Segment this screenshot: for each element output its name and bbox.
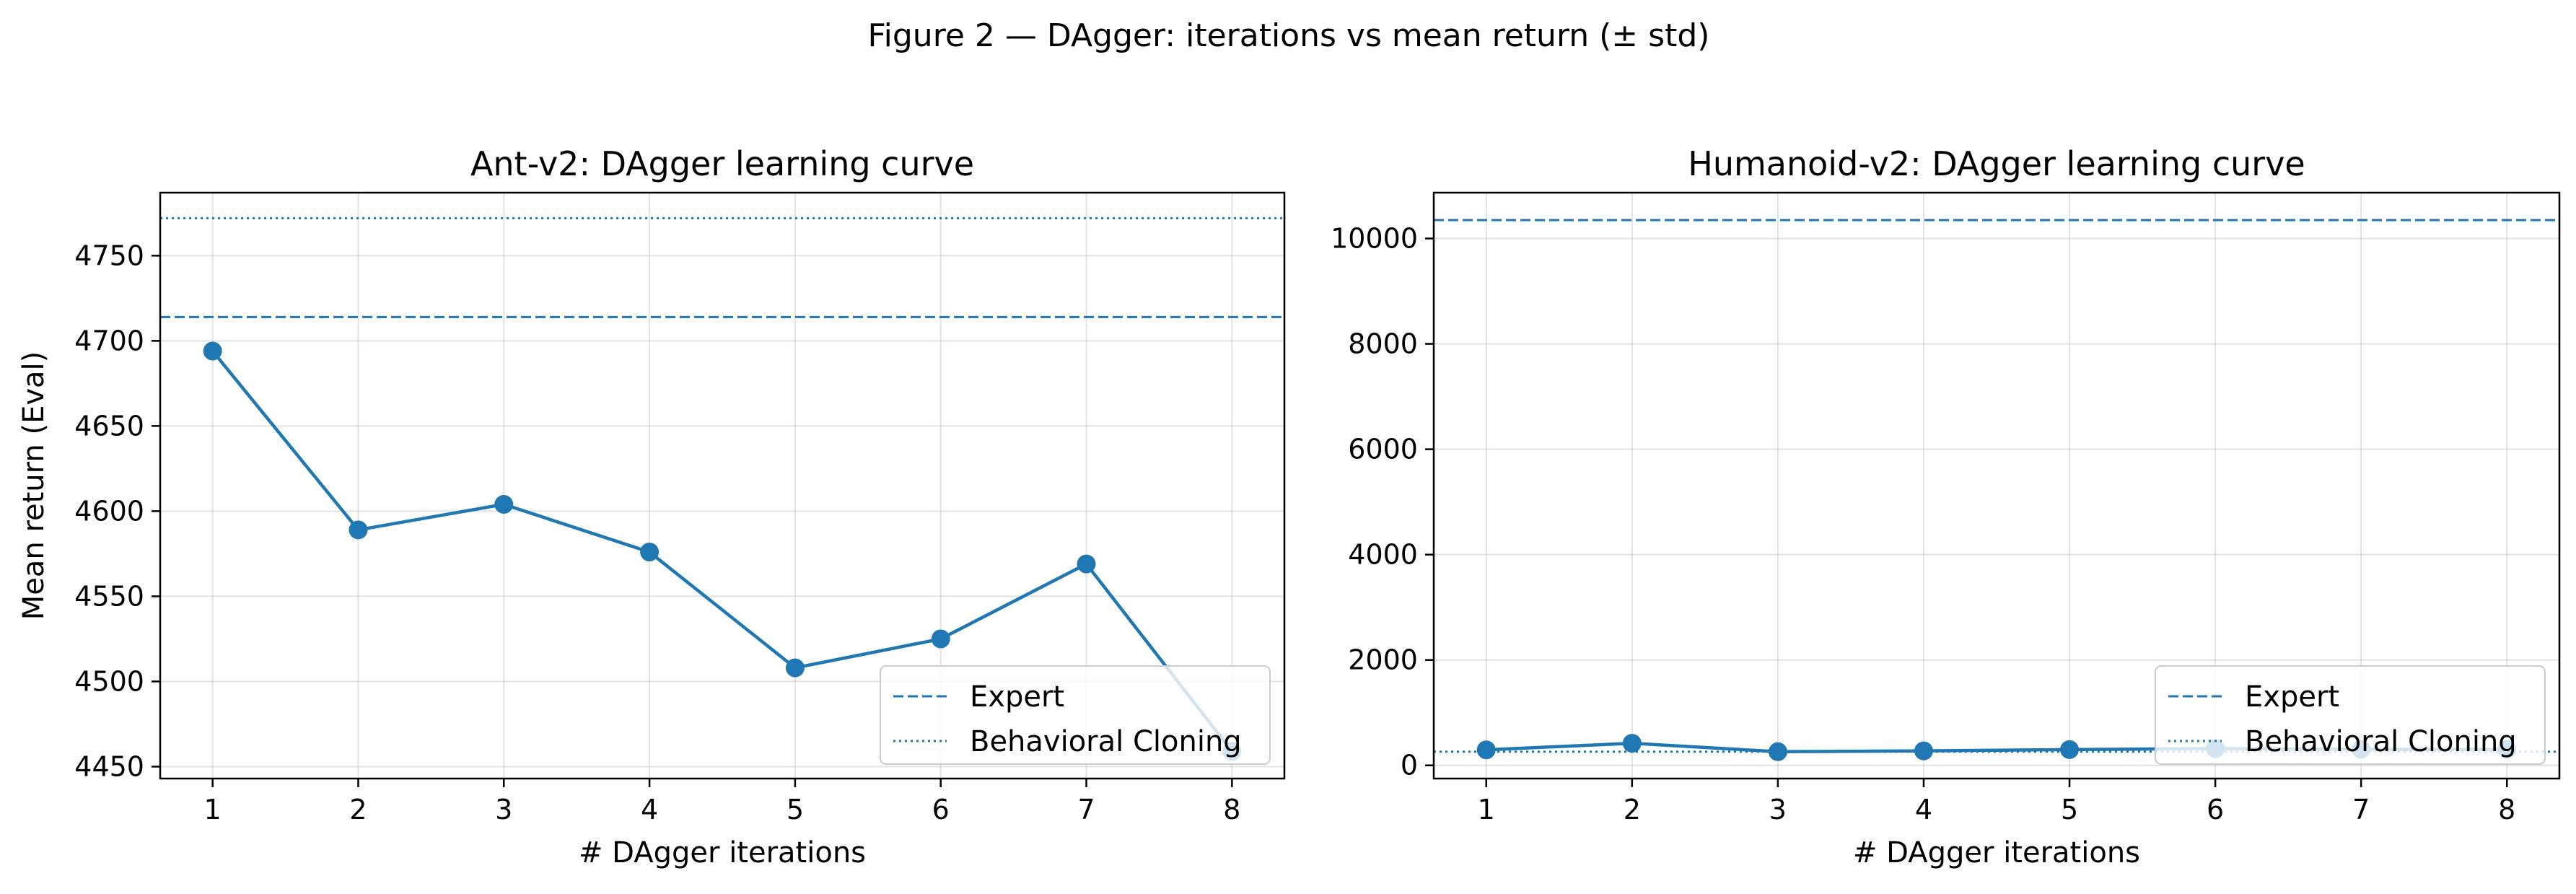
x-tick-label: 2 xyxy=(349,794,367,825)
x-tick-label: 3 xyxy=(1769,794,1787,825)
series-line xyxy=(211,350,1234,753)
legend-box xyxy=(2155,665,2546,765)
grid xyxy=(1434,193,2559,779)
x-tick-label: 8 xyxy=(1223,794,1240,825)
x-tick-label: 4 xyxy=(1915,794,1932,825)
x-axis-label: # DAgger iterations xyxy=(579,836,866,869)
data-point xyxy=(2060,740,2080,759)
panel-title: Ant-v2: DAgger learning curve xyxy=(470,144,974,183)
y-tick-label: 4700 xyxy=(74,325,144,356)
legend-box xyxy=(880,665,1271,765)
data-point xyxy=(349,520,368,540)
y-tick-label: 4750 xyxy=(74,240,144,271)
y-tick-label: 4500 xyxy=(74,665,144,697)
data-point xyxy=(640,543,660,562)
x-tick-label: 4 xyxy=(641,794,658,825)
y-axis-label: Mean return (Eval) xyxy=(17,351,51,621)
data-point xyxy=(785,658,805,678)
y-tick-label: 4550 xyxy=(74,580,144,612)
x-tick-label: 8 xyxy=(2498,794,2515,825)
x-tick-label: 1 xyxy=(1478,794,1495,825)
x-tick-label: 1 xyxy=(204,794,222,825)
panel-title: Humanoid-v2: DAgger learning curve xyxy=(1688,144,2305,183)
data-point xyxy=(931,629,950,649)
data-point xyxy=(1622,734,1642,753)
y-tick-label: 6000 xyxy=(1348,434,1418,465)
y-tick-label: 0 xyxy=(1401,750,1418,781)
x-tick-label: 6 xyxy=(2207,794,2224,825)
legend-entry: Expert xyxy=(2245,680,2339,714)
x-tick-label: 5 xyxy=(787,794,804,825)
axes-frame xyxy=(1432,191,2561,780)
x-tick-label: 7 xyxy=(1077,794,1095,825)
x-tick-label: 2 xyxy=(1624,794,1641,825)
data-point xyxy=(1914,741,1933,761)
data-point xyxy=(1476,740,1496,760)
legend: Expert Behavioral Cloning xyxy=(2155,665,2546,765)
y-tick-label: 2000 xyxy=(1348,644,1418,676)
axes-frame xyxy=(159,191,1286,780)
x-tick-label: 6 xyxy=(932,794,950,825)
legend-entry: Expert xyxy=(970,680,1064,714)
y-tick-label: 4000 xyxy=(1348,539,1418,571)
x-tick-label: 3 xyxy=(495,794,512,825)
data-point xyxy=(1768,742,1787,761)
y-tick-label: 4600 xyxy=(74,495,144,527)
legend-entry: Behavioral Cloning xyxy=(2245,725,2517,758)
x-tick-label: 5 xyxy=(2061,794,2078,825)
legend: Expert Behavioral Cloning xyxy=(880,665,1271,765)
y-tick-label: 4450 xyxy=(74,750,144,782)
figure-suptitle: Figure 2 — DAgger: iterations vs mean re… xyxy=(868,17,1710,54)
y-tick-label: 4650 xyxy=(74,410,144,442)
data-point xyxy=(494,494,514,514)
legend-entry: Behavioral Cloning xyxy=(970,725,1242,758)
x-tick-label: 7 xyxy=(2352,794,2370,825)
x-axis-label: # DAgger iterations xyxy=(1853,836,2140,869)
humanoid-v2-panel: 1 2 3 4 5 6 7 8 0 2000 4000 6000 8000 10000 Humanoid-v… xyxy=(1331,144,2561,869)
ant-v2-panel: 1 2 3 4 5 6 7 8 4450 4500 4550 4600 4650 4700 4750 Ant-… xyxy=(17,144,1286,869)
y-tick-label: 10000 xyxy=(1331,223,1418,255)
data-point xyxy=(203,341,222,361)
y-tick-label: 8000 xyxy=(1348,328,1418,360)
data-point xyxy=(1077,554,1096,574)
